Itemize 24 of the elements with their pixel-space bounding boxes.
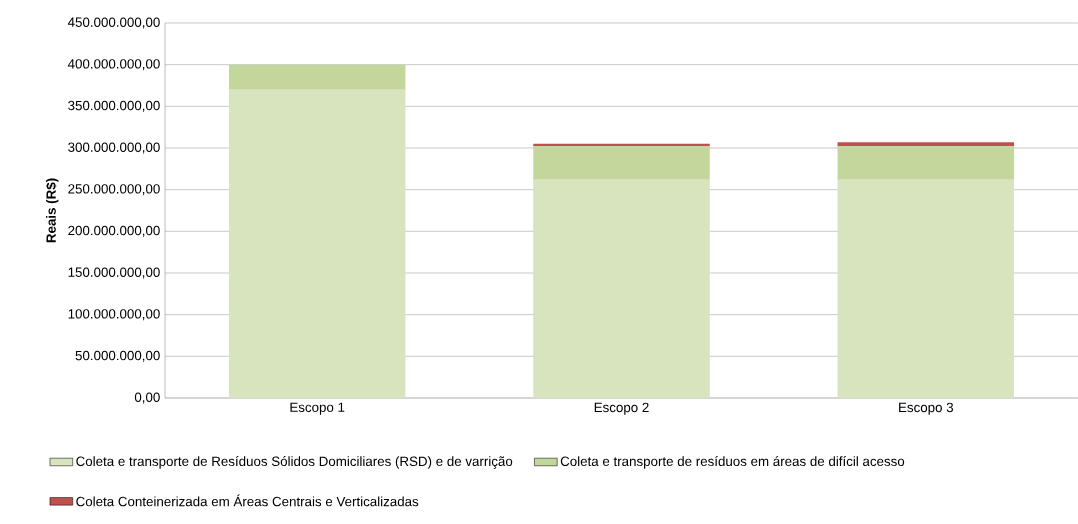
bar bbox=[837, 179, 1015, 398]
bar bbox=[837, 142, 1015, 147]
y-tick-label: 450.000.000,00 bbox=[67, 17, 160, 29]
y-tick-label: 300.000.000,00 bbox=[68, 142, 160, 154]
y-tick-label: 200.000.000,00 bbox=[68, 225, 160, 237]
legend-label: Coleta e transporte de Resíduos Sólidos Domiciliares (RSD) e de varrição bbox=[76, 456, 513, 469]
bar bbox=[228, 64, 406, 90]
x-tick-label: Escopo 2 bbox=[594, 402, 649, 415]
x-tick-label: Escopo 1 bbox=[290, 402, 345, 415]
y-tick-label: 250.000.000,00 bbox=[68, 184, 160, 196]
y-tick-label: 400.000.000,00 bbox=[67, 59, 160, 71]
legend-label: Coleta e transporte de resíduos em áreas de difícil acesso bbox=[560, 456, 905, 469]
y-axis-title: Reais (R$) bbox=[45, 178, 59, 243]
y-tick-label: 0,00 bbox=[134, 392, 160, 404]
legend-label: Coleta Conteinerizada em Áreas Centrais e Verticalizadas bbox=[76, 494, 419, 507]
y-tick-label: 350.000.000,00 bbox=[68, 100, 160, 112]
y-tick-label: 150.000.000,00 bbox=[68, 267, 160, 279]
bar bbox=[228, 89, 406, 398]
x-tick-label: Escopo 3 bbox=[899, 402, 954, 415]
bar bbox=[533, 179, 710, 398]
y-tick-label: 50.000.000,00 bbox=[75, 350, 160, 362]
y-tick-label: 100.000.000,00 bbox=[68, 309, 160, 321]
bar bbox=[837, 146, 1015, 180]
bar bbox=[533, 146, 710, 180]
